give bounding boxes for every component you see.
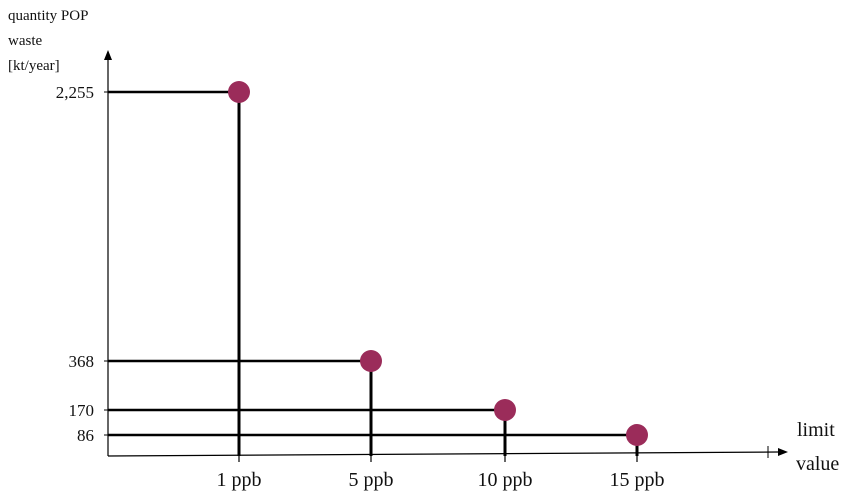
y-axis-label-line-2: waste [8,33,42,49]
x-tick-label: 5 ppb [349,469,394,491]
y-tick-label: 368 [69,352,95,371]
y-axis-arrowhead [104,50,112,60]
y-tick-label: 86 [77,426,94,445]
y-tick-label: 2,255 [56,83,94,102]
y-tick-label: 170 [69,401,95,420]
x-axis-label-line-1: limit [797,419,835,441]
x-tick-label: 15 ppb [610,469,665,491]
x-axis [107,451,779,457]
x-axis-arrowhead [778,448,788,456]
x-tick-label: 10 ppb [478,469,533,491]
x-tick-label: 1 ppb [217,469,262,491]
x-axis-label-line-2: value [796,453,839,475]
data-point [228,81,250,103]
data-point [494,399,516,421]
y-axis-label-line-1: quantity POP [8,8,88,24]
data-point [360,350,382,372]
data-point [626,424,648,446]
y-axis-label-line-3: [kt/year] [8,58,60,74]
